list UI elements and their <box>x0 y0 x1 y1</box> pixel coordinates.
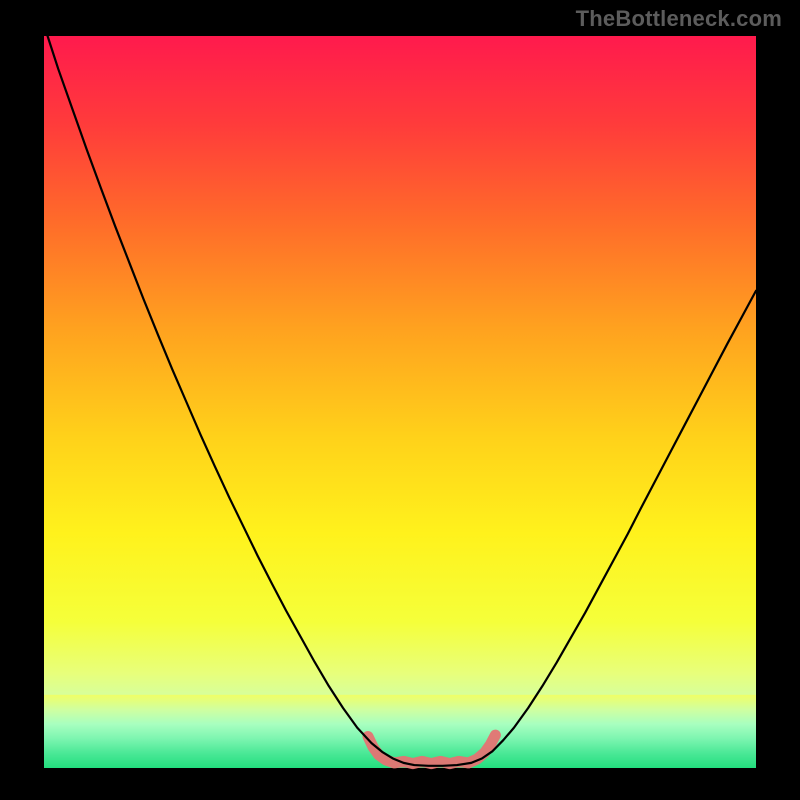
bottleneck-chart <box>0 0 800 800</box>
chart-frame: TheBottleneck.com <box>0 0 800 800</box>
watermark-text: TheBottleneck.com <box>576 6 782 32</box>
